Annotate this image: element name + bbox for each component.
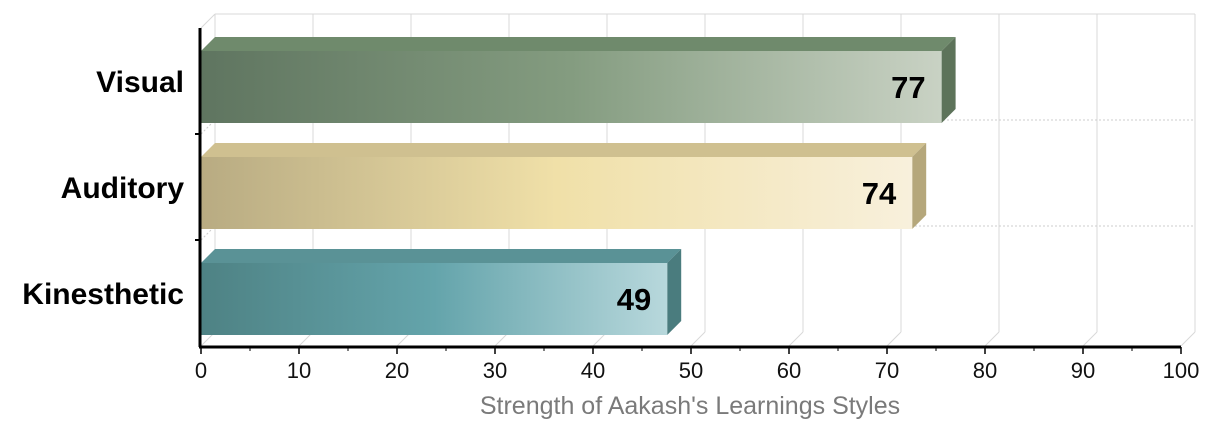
x-tick-label: 60	[777, 358, 801, 383]
value-label-auditory: 74	[862, 176, 897, 211]
gridline-floor	[984, 331, 1000, 347]
bar-top-visual	[201, 37, 956, 51]
x-tick-label: 40	[581, 358, 605, 383]
gridline-floor	[886, 331, 902, 347]
bar-visual	[201, 51, 942, 123]
bar-side-kinesthetic	[667, 249, 682, 335]
value-label-visual: 77	[891, 70, 925, 105]
gridline-floor	[690, 331, 706, 347]
x-tick-label: 70	[875, 358, 899, 383]
bar-side-auditory	[912, 143, 927, 229]
bars: 77 74 49	[201, 37, 956, 335]
gridline-floor	[1082, 331, 1098, 347]
bar-top-kinesthetic	[201, 249, 682, 263]
axes: Visual Auditory Kinesthetic 0 10 20 30 40 50 60 70…	[22, 28, 1199, 383]
x-tick-label: 10	[287, 358, 311, 383]
x-tick-label: 0	[195, 358, 207, 383]
x-tick-label: 50	[679, 358, 703, 383]
x-tick-label: 80	[973, 358, 997, 383]
category-label-visual: Visual	[96, 66, 184, 99]
gridline-floor	[788, 331, 804, 347]
x-axis-title: Strength of Aakash's Learnings Styles	[480, 392, 900, 420]
value-label-kinesthetic: 49	[617, 282, 651, 317]
gridline-floor	[1180, 331, 1196, 347]
category-label-kinesthetic: Kinesthetic	[22, 278, 184, 311]
x-tick-label: 100	[1163, 358, 1200, 383]
bar-kinesthetic	[201, 263, 668, 335]
x-tick-label: 30	[483, 358, 507, 383]
gridline-corner	[200, 13, 216, 29]
x-tick-label: 90	[1071, 358, 1095, 383]
bar-auditory	[201, 157, 913, 229]
bar-top-auditory	[201, 143, 927, 157]
x-tick-label: 20	[385, 358, 409, 383]
category-label-auditory: Auditory	[61, 172, 185, 205]
bar-side-visual	[941, 37, 956, 123]
